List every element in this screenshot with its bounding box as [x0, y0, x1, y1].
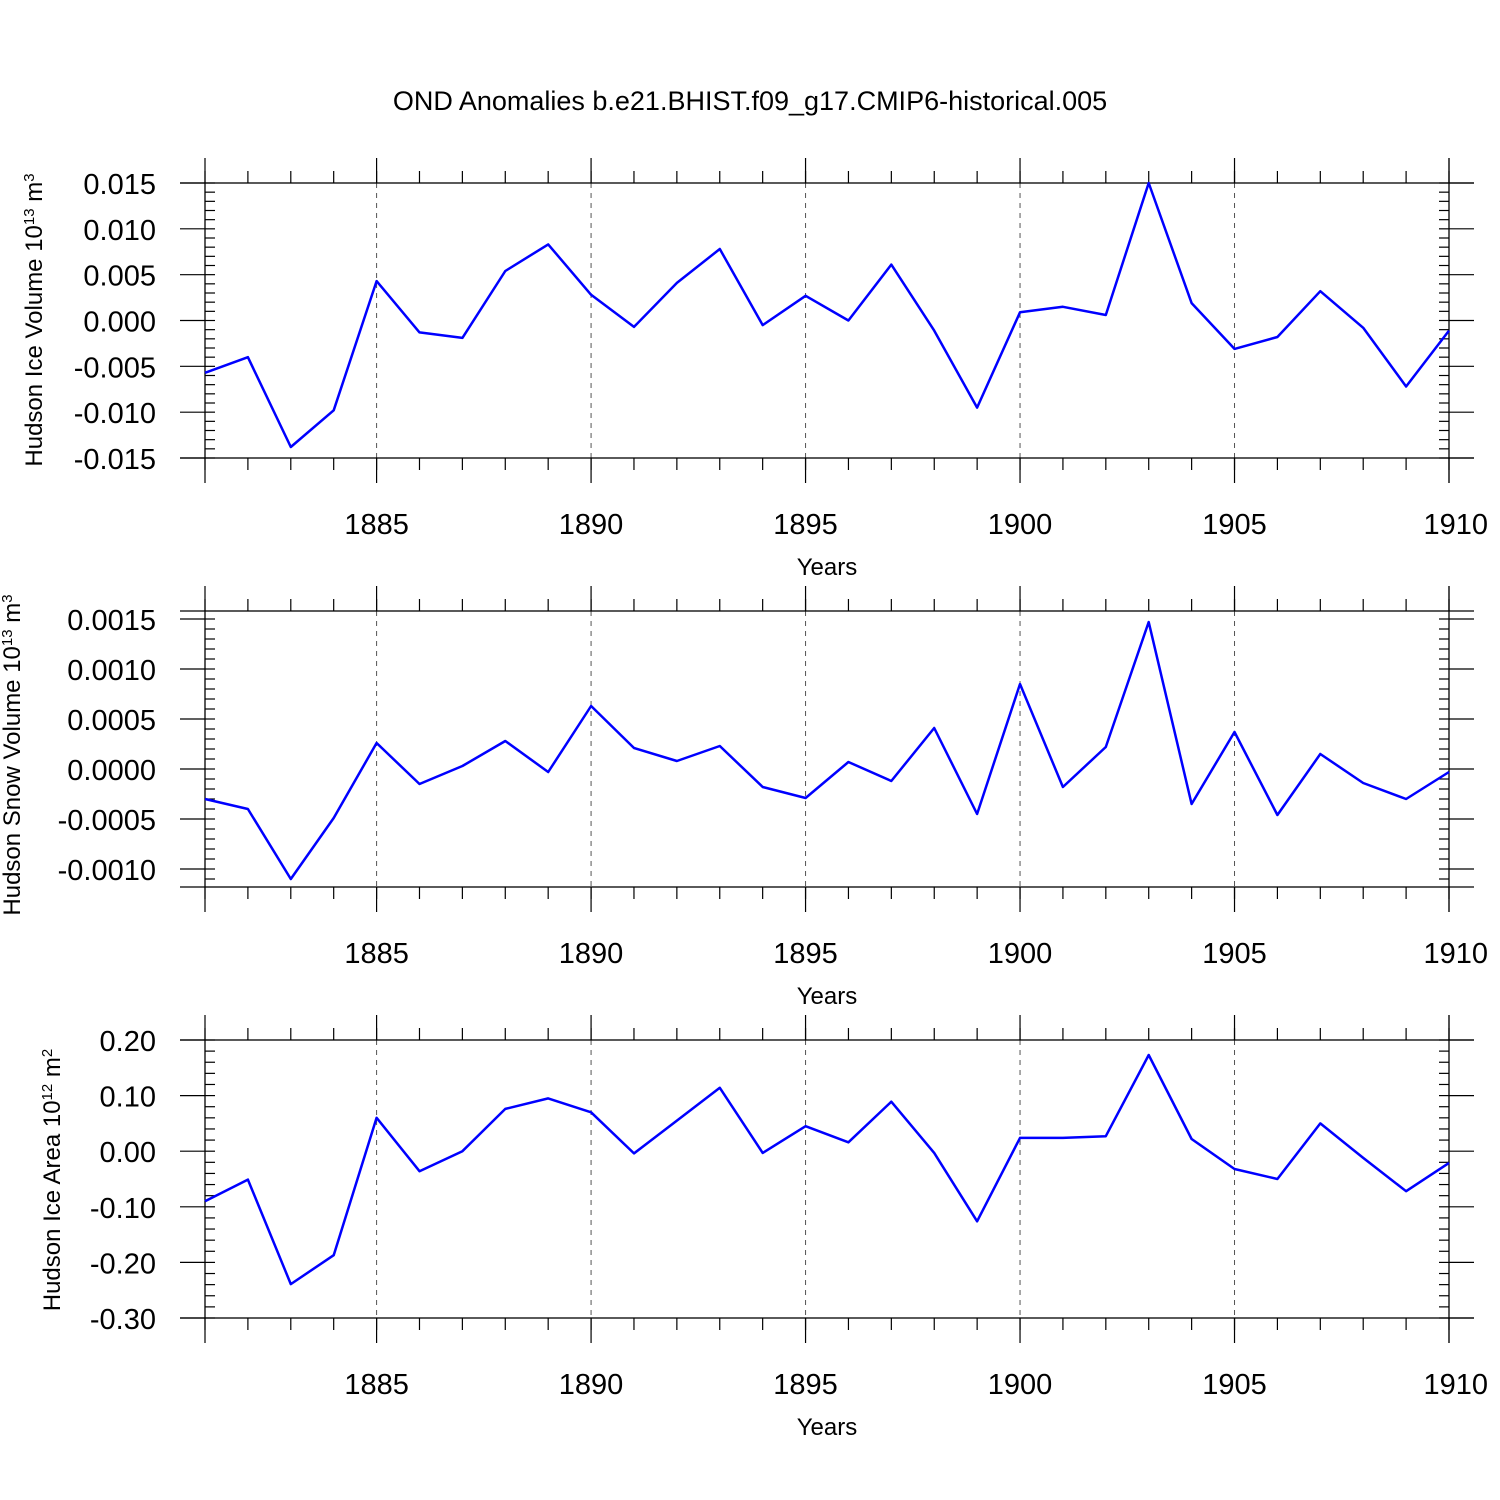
plot-frame	[204, 610, 1450, 888]
panels: -0.015 -0.010 -0.005 0.000 0.005 0.010 0.015 18…	[0, 158, 1488, 1441]
y-tick-label: -0.005	[74, 352, 156, 384]
series-line	[204, 620, 1450, 881]
y-tick-label: 0.0015	[67, 605, 156, 637]
y-axis-label-part: m	[21, 182, 48, 209]
y-tick-label: 0.0010	[67, 655, 156, 687]
x-tick-label: 1910	[1423, 509, 1488, 541]
x-tick-label: 1895	[773, 938, 838, 970]
y-axis-label-superscript: 13	[0, 629, 16, 646]
y-axis-label: Hudson Ice Area 1012 m2	[39, 1049, 67, 1312]
y-axis-label-superscript: 3	[21, 173, 38, 181]
series-line	[204, 181, 1450, 449]
x-tick-label: 1910	[1423, 938, 1488, 970]
y-axis-label-superscript: 12	[39, 1084, 56, 1101]
x-tick-label: 1890	[559, 509, 624, 541]
series-line	[204, 1053, 1450, 1286]
panel-3: -0.30 -0.20 -0.10 0.00 0.10 0.20 1885 1890 1895 1…	[39, 1015, 1488, 1441]
y-tick-label: 0.0005	[67, 705, 156, 737]
x-tick-label: 1885	[344, 938, 409, 970]
x-tick-label: 1910	[1423, 1369, 1488, 1401]
y-axis-label-part: Hudson Snow Volume 10	[0, 646, 26, 916]
y-tick-label: 0.00	[100, 1137, 156, 1169]
x-tick-label: 1900	[988, 1369, 1053, 1401]
x-tick-label: 1890	[559, 1369, 624, 1401]
y-tick-label: 0.20	[100, 1026, 156, 1058]
plot-frame	[204, 1039, 1450, 1319]
y-tick-label: 0.000	[83, 307, 156, 339]
y-axis-label-part: Hudson Ice Volume 10	[21, 225, 48, 467]
y-tick-label: -0.0010	[58, 855, 156, 887]
y-tick-label: -0.015	[74, 444, 156, 476]
panel-1: -0.015 -0.010 -0.005 0.000 0.005 0.010 0.015 18…	[21, 158, 1488, 581]
panel-2: -0.0010 -0.0005 0.0000 0.0005 0.0010 0.0015 18…	[0, 586, 1488, 1010]
x-tick-label: 1905	[1202, 509, 1267, 541]
y-tick-label: -0.010	[74, 398, 156, 430]
y-tick-label: 0.0000	[67, 755, 156, 787]
y-axis-label: Hudson Ice Volume 1013 m3	[21, 173, 49, 466]
y-tick-label: 0.005	[83, 261, 156, 293]
x-axis-label: Years	[797, 1414, 858, 1441]
x-axis-label: Years	[797, 554, 858, 581]
x-tick-label: 1895	[773, 509, 838, 541]
y-axis-label-part: m	[39, 1057, 66, 1084]
chart-title: OND Anomalies b.e21.BHIST.f09_g17.CMIP6-…	[393, 86, 1107, 116]
y-axis-label-superscript: 2	[39, 1049, 56, 1057]
y-tick-label: -0.20	[90, 1248, 156, 1280]
x-tick-label: 1885	[344, 509, 409, 541]
y-axis-label-superscript: 13	[21, 208, 38, 225]
y-tick-label: -0.30	[90, 1304, 156, 1336]
y-tick-label: 0.010	[83, 215, 156, 247]
x-axis-label: Years	[797, 983, 858, 1010]
y-axis-label-part: Hudson Ice Area 10	[39, 1100, 66, 1311]
x-tick-label: 1900	[988, 938, 1053, 970]
y-axis-label-part: m	[0, 603, 26, 630]
x-tick-label: 1890	[559, 938, 624, 970]
x-tick-label: 1900	[988, 509, 1053, 541]
plot-frame	[204, 182, 1450, 459]
y-tick-label: -0.0005	[58, 805, 156, 837]
y-tick-label: -0.10	[90, 1193, 156, 1225]
x-tick-label: 1905	[1202, 938, 1267, 970]
y-tick-label: 0.015	[83, 169, 156, 201]
x-tick-label: 1895	[773, 1369, 838, 1401]
y-tick-label: 0.10	[100, 1082, 156, 1114]
y-axis-label-superscript: 3	[0, 594, 16, 602]
x-tick-label: 1905	[1202, 1369, 1267, 1401]
x-tick-label: 1885	[344, 1369, 409, 1401]
y-axis-label: Hudson Snow Volume 1013 m3	[0, 594, 26, 915]
